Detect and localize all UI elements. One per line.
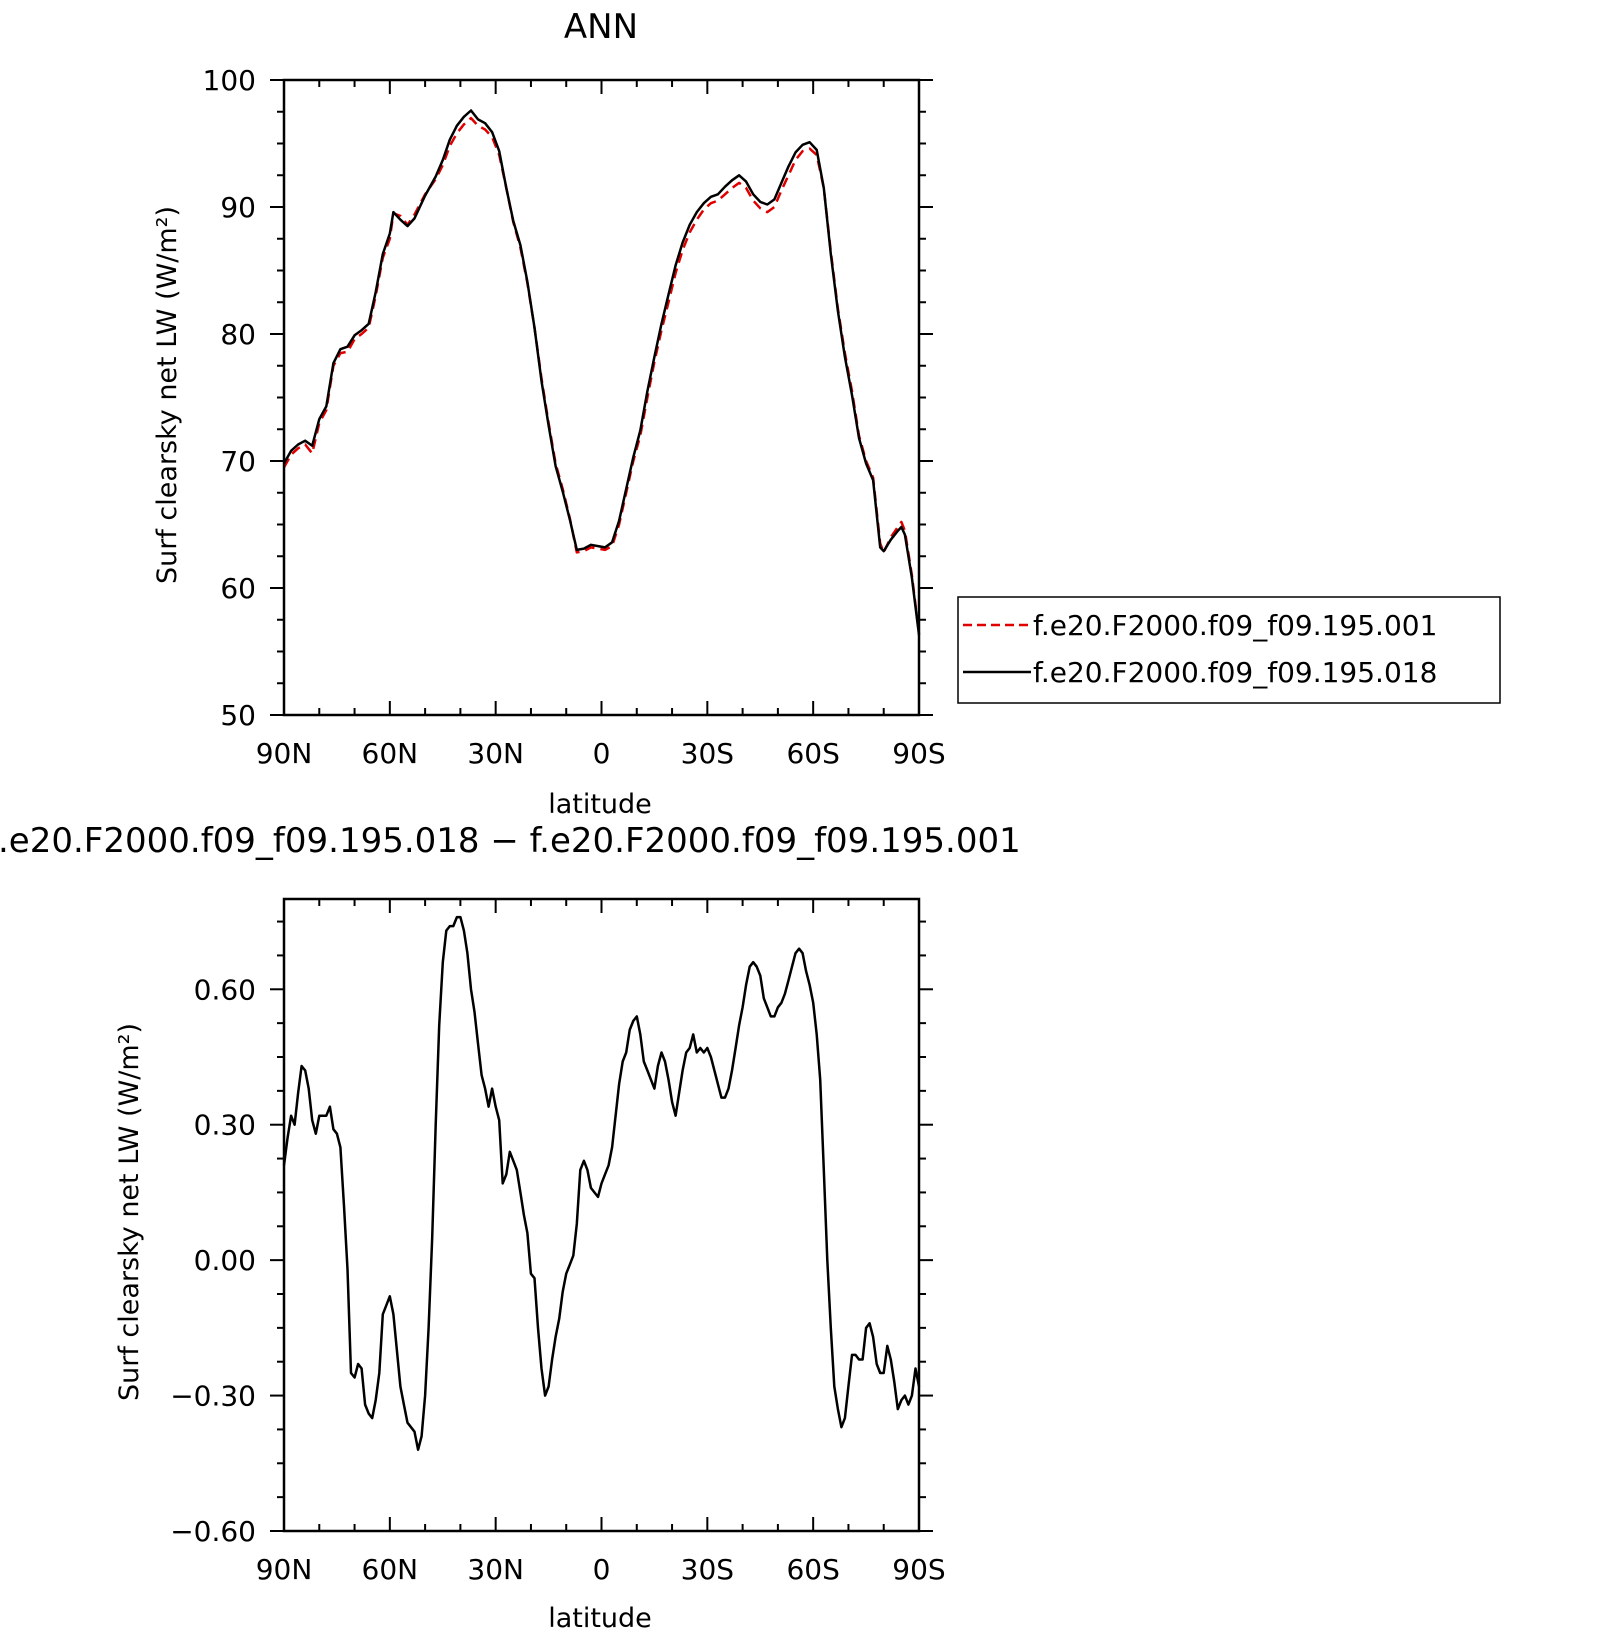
bottom-chart-ticks — [270, 899, 933, 1532]
top-panel-ann: ANN 90N 60N 30N 0 30S 60S 90S 50 60 70 80 90 100 lat… — [152, 7, 1501, 820]
x-tick-label: 90S — [892, 1553, 945, 1586]
bottom-chart-plot-frame — [282, 897, 921, 1533]
y-tick-label: −0.30 — [170, 1380, 256, 1413]
top-chart-ticks — [270, 79, 933, 716]
y-tick-label: 80 — [220, 318, 256, 351]
y-tick-label: 70 — [220, 445, 256, 478]
top-chart-x-axis-label: latitude — [548, 789, 652, 820]
x-tick-label: 30S — [681, 737, 734, 770]
x-tick-label: 90S — [892, 737, 945, 770]
x-tick-label: 30S — [681, 1553, 734, 1586]
series-line-2 — [282, 109, 921, 636]
legend-label-series-2: f.e20.F2000.f09_f09.195.018 — [1033, 656, 1437, 689]
y-tick-label: 0.30 — [194, 1109, 256, 1142]
legend-box — [957, 596, 1501, 704]
x-tick-label: 0 — [593, 1553, 611, 1586]
bottom-chart-tick-labels: 90N 60N 30N 0 30S 60S 90S −0.60 −0.30 0.00 0.30 0.6… — [170, 973, 946, 1586]
top-chart-series — [282, 109, 921, 636]
x-tick-label: 30N — [467, 737, 524, 770]
x-tick-label: 60S — [786, 737, 839, 770]
y-tick-label: 100 — [203, 64, 256, 97]
y-tick-label: 60 — [220, 572, 256, 605]
bottom-chart-title: .e20.F2000.f09_f09.195.018 − f.e20.F2000… — [0, 821, 1021, 861]
series-line-1 — [282, 915, 921, 1451]
top-chart-title: ANN — [564, 7, 638, 47]
bottom-chart-series — [282, 915, 921, 1451]
y-tick-label: 0.60 — [194, 973, 256, 1006]
x-tick-label: 90N — [256, 737, 313, 770]
x-tick-label: 30N — [467, 1553, 524, 1586]
top-chart-tick-labels: 90N 60N 30N 0 30S 60S 90S 50 60 70 80 90 100 — [203, 64, 946, 770]
y-tick-label: −0.60 — [170, 1515, 256, 1548]
bottom-chart-x-axis-label: latitude — [548, 1603, 652, 1634]
top-chart-y-axis-label: Surf clearsky net LW (W/m²) — [152, 206, 183, 584]
y-tick-label: 0.00 — [194, 1244, 256, 1277]
bottom-chart-y-axis-label: Surf clearsky net LW (W/m²) — [114, 1023, 145, 1401]
bottom-panel-difference: .e20.F2000.f09_f09.195.018 − f.e20.F2000… — [0, 821, 1021, 1634]
legend-label-series-1: f.e20.F2000.f09_f09.195.001 — [1033, 609, 1437, 642]
y-tick-label: 90 — [220, 191, 256, 224]
x-tick-label: 0 — [593, 737, 611, 770]
x-tick-label: 60N — [362, 737, 419, 770]
top-chart-legend: f.e20.F2000.f09_f09.195.001 f.e20.F2000.… — [957, 596, 1501, 704]
top-chart-plot-frame — [282, 78, 921, 717]
y-tick-label: 50 — [220, 699, 256, 732]
x-tick-label: 60S — [786, 1553, 839, 1586]
x-tick-label: 90N — [256, 1553, 313, 1586]
x-tick-label: 60N — [362, 1553, 419, 1586]
